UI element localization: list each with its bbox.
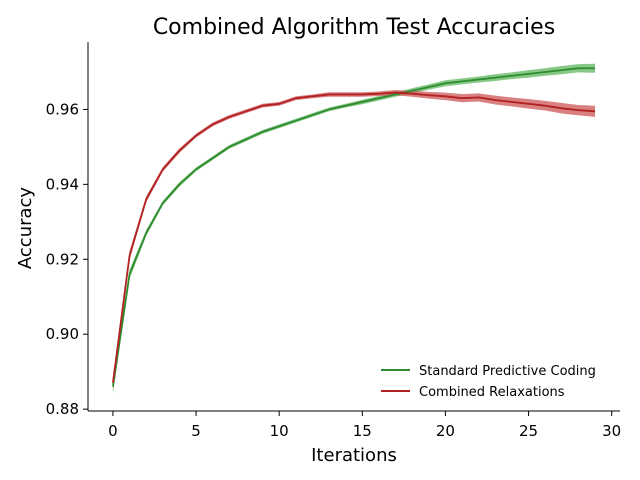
x-tick-label: 10 — [270, 422, 289, 440]
legend-label-combined-relaxations: Combined Relaxations — [419, 385, 565, 400]
chart-title: Combined Algorithm Test Accuracies — [153, 15, 555, 40]
band-standard-predictive-coding — [112, 63, 596, 394]
y-tick-label: 0.94 — [46, 175, 79, 193]
band-combined-relaxations — [112, 89, 596, 390]
plot-lines — [112, 67, 596, 387]
y-tick-label: 0.92 — [46, 250, 79, 268]
x-tick-label: 5 — [191, 422, 201, 440]
legend-label-standard-predictive-coding: Standard Predictive Coding — [419, 364, 596, 379]
x-tick-label: 30 — [602, 422, 621, 440]
x-tick-label: 25 — [519, 422, 538, 440]
y-tick-label: 0.88 — [46, 400, 79, 418]
series-line-standard-predictive-coding — [112, 67, 596, 387]
y-tick-label: 0.96 — [46, 100, 79, 118]
series-line-combined-relaxations — [112, 91, 596, 384]
x-axis-label: Iterations — [311, 445, 397, 466]
y-tick-label: 0.90 — [46, 325, 79, 343]
x-tick-label: 15 — [353, 422, 372, 440]
x-ticks: 0 5 10 15 20 25 30 — [108, 411, 621, 440]
x-tick-label: 0 — [108, 422, 118, 440]
y-ticks: 0.88 0.90 0.92 0.94 0.96 — [46, 100, 88, 418]
y-axis-label: Accuracy — [15, 187, 36, 270]
x-tick-label: 20 — [436, 422, 455, 440]
legend: Standard Predictive Coding Combined Rela… — [381, 364, 596, 400]
plot-bands — [112, 63, 596, 394]
